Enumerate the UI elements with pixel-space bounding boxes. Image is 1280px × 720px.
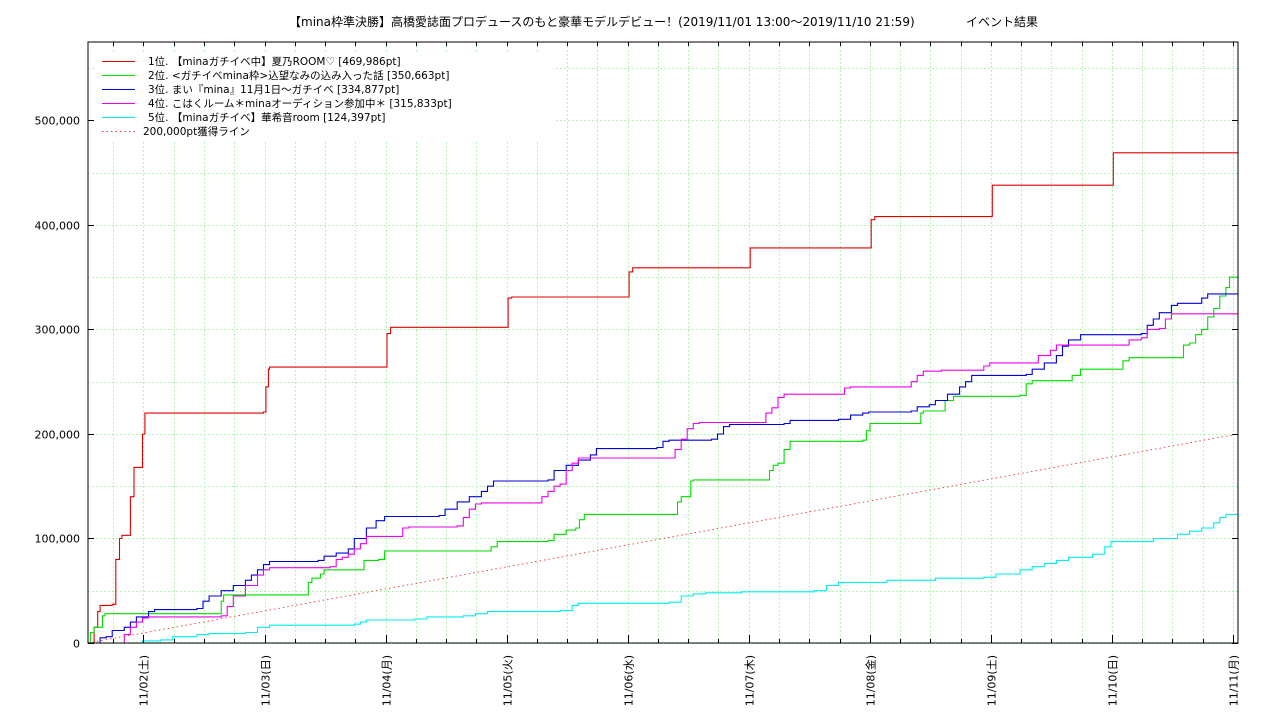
x-tick-label: 11/09(土) <box>986 655 999 706</box>
legend-label: 4位. こはくルーム＊minaオーディション参加中＊ [315,833pt] <box>148 97 452 110</box>
x-tick-label: 11/05(火) <box>502 655 515 706</box>
x-tick-label: 11/11(月) <box>1228 655 1241 706</box>
x-tick-label: 11/10(日) <box>1107 655 1120 706</box>
y-tick-label: 100,000 <box>35 533 81 546</box>
y-tick-label: 0 <box>73 638 80 651</box>
x-tick-label: 11/04(月) <box>381 655 394 706</box>
series-line-5 <box>88 513 1239 644</box>
plot-frame <box>87 41 1239 644</box>
legend-label: 3位. まい『mina』11月1日〜ガチイベ [334,877pt] <box>148 83 399 96</box>
x-tick-label: 11/07(木) <box>744 655 757 706</box>
chart-subtitle: イベント結果 <box>966 15 1038 29</box>
series-line-1 <box>88 151 1239 644</box>
x-tick-label: 11/06(水) <box>623 655 636 706</box>
series-line-2 <box>88 276 1239 644</box>
legend-label: 1位. 【minaガチイベ中】夏乃ROOM♡ [469,986pt] <box>148 55 401 68</box>
series-line-6 <box>87 433 1239 644</box>
series-line-3 <box>88 293 1239 644</box>
series-lines <box>87 151 1239 644</box>
y-tick-label: 500,000 <box>35 115 81 128</box>
x-tick-label: 11/03(日) <box>260 655 273 706</box>
legend: 1位. 【minaガチイベ中】夏乃ROOM♡ [469,986pt]2位. <ガ… <box>96 53 556 141</box>
series-line-4 <box>88 312 1239 644</box>
y-tick-label: 300,000 <box>35 324 81 337</box>
chart-title: 【mina枠準決勝】高橋愛誌面プロデュースのもと豪華モデルデビュー！(2019/… <box>289 14 915 29</box>
legend-label: 2位. <ガチイベmina枠>込望なみの込み入った話 [350,663pt] <box>148 69 449 82</box>
legend-label: 5位. 【minaガチイベ】華希音room [124,397pt] <box>148 111 386 124</box>
grid-lines <box>88 42 1238 644</box>
x-tick-label: 11/02(土) <box>138 655 151 706</box>
y-tick-label: 200,000 <box>35 429 81 442</box>
x-tick-label: 11/08(金) <box>864 655 878 706</box>
legend-label: 200,000pt獲得ライン <box>143 125 250 138</box>
axis-ticks: 0 100,000 200,000 300,000 400,000 500,000 11/0… <box>35 42 1241 706</box>
y-tick-label: 400,000 <box>35 220 81 233</box>
legend-background <box>96 53 556 141</box>
